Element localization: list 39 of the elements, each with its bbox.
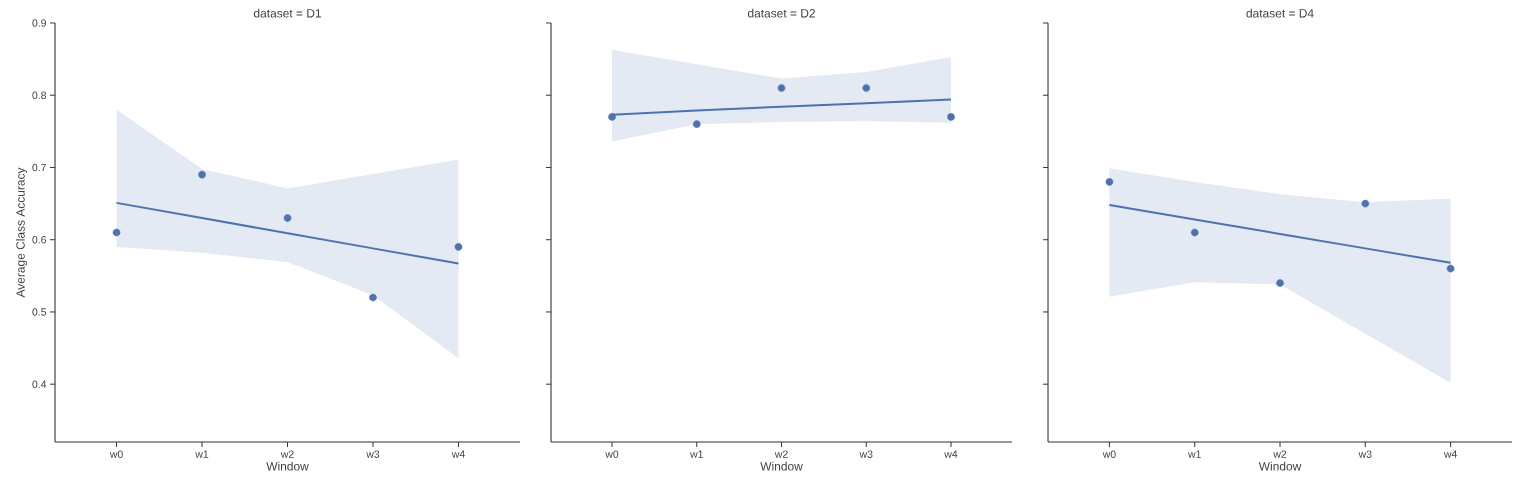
x-tick-label: w1 bbox=[195, 450, 209, 458]
point bbox=[1105, 178, 1114, 186]
x-tick-label: w2 bbox=[280, 450, 294, 458]
x-axis-title: Window bbox=[1258, 461, 1302, 471]
x-tick-label: w3 bbox=[1358, 450, 1372, 458]
x-tick-label: w2 bbox=[774, 450, 788, 458]
x-tick-label: w2 bbox=[1273, 450, 1287, 458]
y-tick-label: 0.7 bbox=[32, 163, 46, 172]
y-tick-label: 0.8 bbox=[32, 91, 47, 99]
chart-title: dataset = D4 bbox=[1246, 8, 1314, 18]
point bbox=[369, 293, 377, 302]
y-tick-label: 0.4 bbox=[32, 380, 47, 388]
x-tick-label: w1 bbox=[690, 450, 703, 458]
x-tick-label: w0 bbox=[1102, 450, 1116, 458]
y-tick-label: 0.6 bbox=[32, 236, 47, 244]
chart-title: dataset = D1 bbox=[253, 8, 321, 18]
x-tick-label: w4 bbox=[1443, 450, 1457, 458]
x-axis-title: Window bbox=[266, 461, 309, 471]
x-axis-title: Window bbox=[760, 461, 803, 471]
point bbox=[112, 228, 121, 237]
x-tick-label: w1 bbox=[1188, 450, 1201, 458]
x-tick-label: w4 bbox=[944, 450, 958, 458]
x-tick-label: w3 bbox=[366, 450, 380, 458]
x-tick-label: w3 bbox=[859, 450, 873, 458]
point bbox=[1276, 279, 1284, 287]
point bbox=[1446, 264, 1455, 273]
point bbox=[283, 214, 292, 222]
y-axis-title: Average Class Accuracy bbox=[15, 167, 28, 298]
point bbox=[1190, 228, 1199, 237]
point bbox=[454, 243, 463, 251]
line-series bbox=[115, 201, 460, 265]
x-tick-label: w4 bbox=[451, 450, 465, 458]
x-tick-label: w0 bbox=[109, 450, 123, 458]
y-tick-label: 0.9 bbox=[32, 19, 46, 27]
point bbox=[198, 170, 206, 179]
x-tick-label: w0 bbox=[605, 450, 619, 458]
point bbox=[1361, 199, 1370, 208]
chart-title: dataset = D2 bbox=[747, 8, 815, 18]
y-tick-label: 0.5 bbox=[32, 308, 47, 316]
